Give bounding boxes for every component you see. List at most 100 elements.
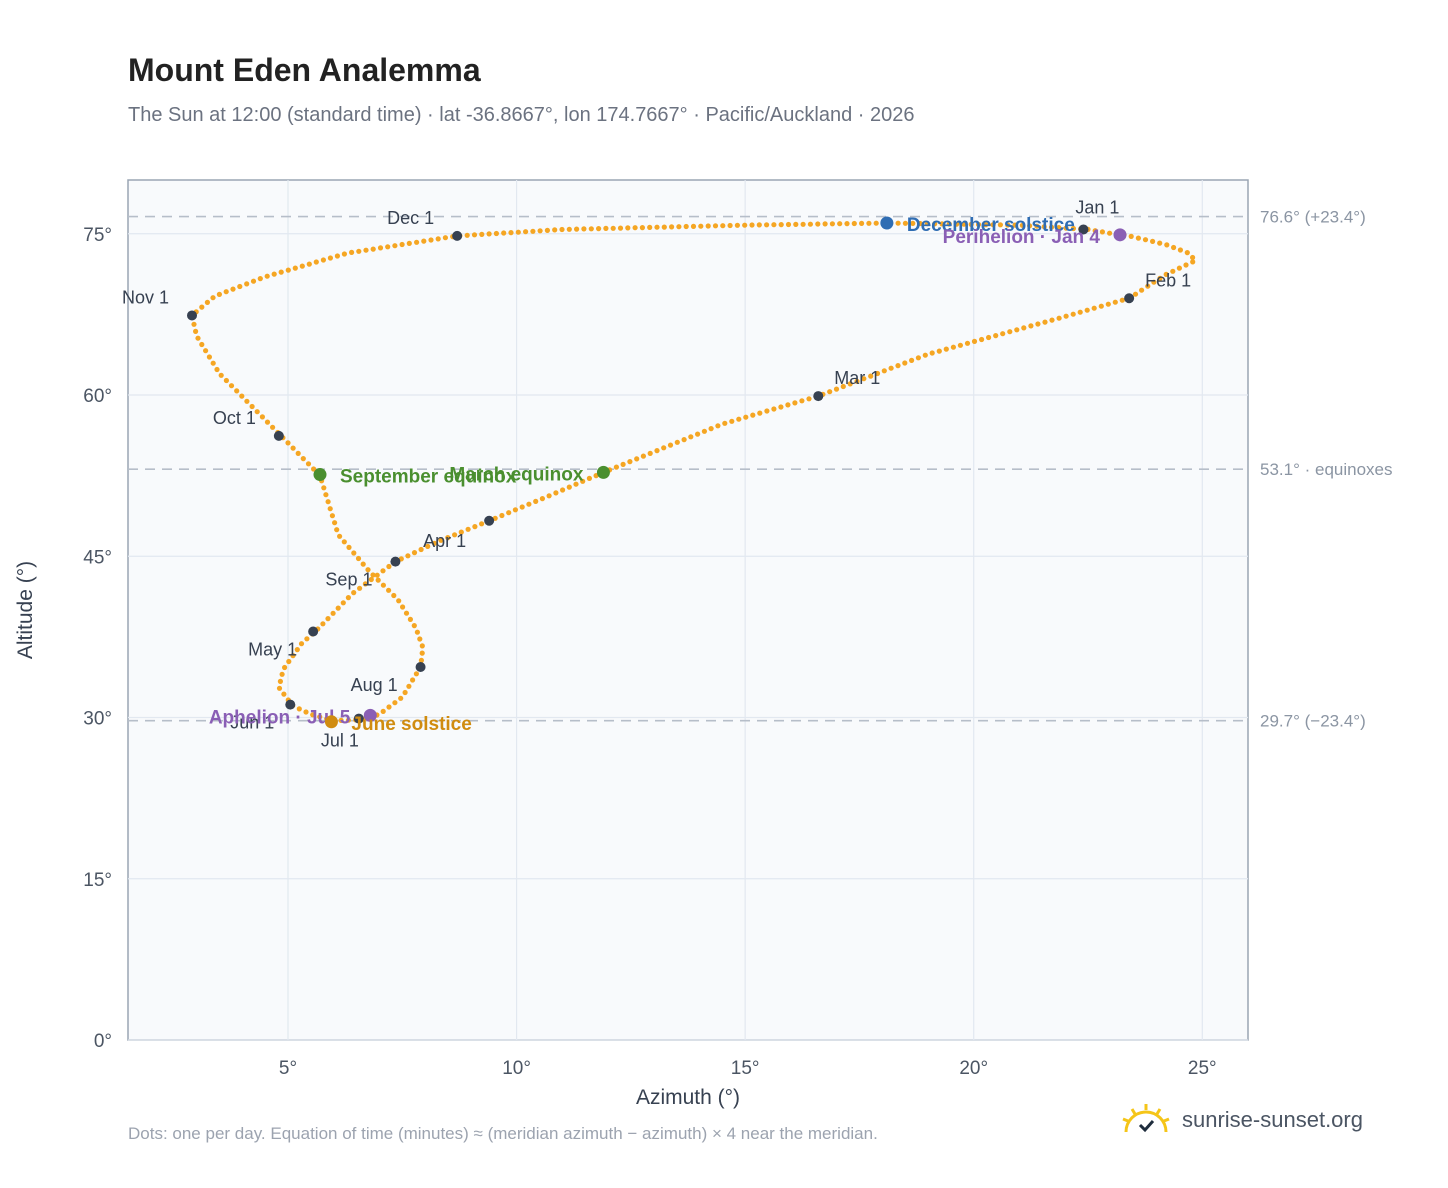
daily-dot xyxy=(840,383,846,390)
daily-dot xyxy=(472,524,478,530)
daily-dot xyxy=(320,621,326,627)
daily-dot xyxy=(323,492,329,498)
daily-dot xyxy=(975,221,982,228)
month-label: Aug 1 xyxy=(351,675,398,695)
daily-dot xyxy=(749,222,755,228)
daily-dot xyxy=(647,224,653,230)
daily-dot xyxy=(392,700,398,706)
daily-dot xyxy=(620,461,626,467)
y-tick-label: 75° xyxy=(83,225,112,246)
daily-dot xyxy=(356,248,362,254)
daily-dot xyxy=(368,576,374,583)
brand[interactable]: sunrise-sunset.org xyxy=(1120,1102,1363,1138)
daily-dot xyxy=(610,225,616,231)
daily-dot xyxy=(822,221,828,227)
daily-dot xyxy=(292,265,298,271)
daily-dot xyxy=(325,616,331,622)
month-label: Nov 1 xyxy=(122,287,169,307)
daily-dot xyxy=(961,221,967,227)
daily-dot xyxy=(566,226,572,232)
daily-dot xyxy=(385,244,391,250)
daily-dot xyxy=(320,257,326,263)
daily-dot xyxy=(720,223,726,229)
daily-dot xyxy=(363,247,369,253)
daily-dot xyxy=(1105,301,1111,307)
daily-dot xyxy=(1164,242,1170,248)
daily-dot xyxy=(321,485,327,491)
daily-dot xyxy=(939,221,945,227)
daily-dot xyxy=(285,440,291,446)
daily-dot xyxy=(295,450,301,456)
daily-dot xyxy=(523,229,529,235)
daily-dot xyxy=(806,396,812,402)
daily-dot xyxy=(1112,299,1118,305)
month-marker xyxy=(1124,293,1135,304)
y-tick-label: 15° xyxy=(83,870,112,891)
reference-line-label: 53.1° · equinoxes xyxy=(1260,460,1393,479)
daily-dot xyxy=(310,712,316,718)
daily-dot xyxy=(341,539,347,545)
daily-dot xyxy=(435,236,441,242)
daily-dot xyxy=(419,643,425,649)
daily-dot xyxy=(695,431,701,437)
event-marker xyxy=(324,715,338,729)
daily-dot xyxy=(950,344,957,350)
daily-dot xyxy=(559,226,565,233)
daily-dot xyxy=(402,689,408,696)
daily-dot xyxy=(380,582,386,588)
x-tick-label: 20° xyxy=(959,1058,988,1079)
daily-dot xyxy=(625,225,631,231)
daily-dot xyxy=(282,664,288,671)
daily-dot xyxy=(234,388,240,394)
daily-dot xyxy=(1027,223,1033,229)
daily-dot xyxy=(341,251,347,257)
reference-line-label: 76.6° (+23.4°) xyxy=(1260,208,1366,227)
daily-dot xyxy=(895,363,901,369)
daily-dot xyxy=(917,220,923,227)
daily-dot xyxy=(990,222,996,228)
daily-dot xyxy=(264,419,271,425)
daily-dot xyxy=(237,283,243,290)
month-marker xyxy=(452,230,463,241)
reference-lines: 76.6° (+23.4°) 53.1° · equinoxes 29.7° (−2… xyxy=(128,208,1393,731)
daily-dot xyxy=(257,276,263,282)
month-label: Jul 1 xyxy=(321,731,359,751)
daily-dot xyxy=(837,221,843,227)
daily-dot xyxy=(639,225,646,231)
daily-dot xyxy=(338,717,344,724)
daily-dot xyxy=(1142,237,1149,243)
daily-dot xyxy=(486,231,492,237)
daily-dot xyxy=(715,423,721,429)
daily-dot xyxy=(922,352,928,358)
daily-dot xyxy=(537,228,543,234)
daily-dot xyxy=(661,445,667,451)
daily-dot xyxy=(303,709,309,715)
daily-dot xyxy=(199,341,205,348)
grid-lines xyxy=(128,180,1248,1041)
daily-dot xyxy=(199,304,205,310)
daily-dot xyxy=(417,636,423,642)
reference-line-label: 29.7° (−23.4°) xyxy=(1260,712,1366,731)
daily-dot xyxy=(277,678,283,685)
daily-dot xyxy=(1049,317,1055,323)
daily-dot xyxy=(327,255,333,261)
daily-dot xyxy=(442,235,448,241)
daily-dot xyxy=(365,567,371,573)
daily-dot xyxy=(515,229,521,235)
daily-dot xyxy=(1070,311,1076,317)
daily-dot xyxy=(701,428,708,434)
daily-dot xyxy=(407,616,413,623)
daily-dot xyxy=(244,398,250,404)
daily-dot xyxy=(414,629,420,635)
daily-dot xyxy=(924,221,931,227)
daily-dot xyxy=(362,581,368,587)
month-label: May 1 xyxy=(248,640,297,660)
daily-dot xyxy=(1034,223,1040,229)
daily-dot xyxy=(413,671,419,677)
daily-dot xyxy=(327,506,333,512)
daily-dot xyxy=(1005,222,1011,228)
daily-dot xyxy=(868,373,874,379)
month-marker xyxy=(1078,224,1089,235)
daily-dot xyxy=(946,221,952,227)
daily-dot xyxy=(1139,287,1145,293)
